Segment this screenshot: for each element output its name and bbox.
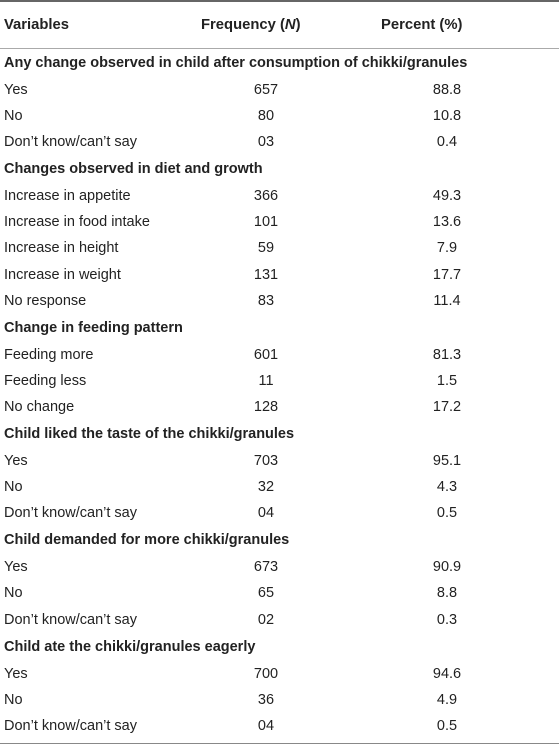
row-frequency: 83 <box>257 292 275 309</box>
row-percent: 94.6 <box>432 665 462 682</box>
row-frequency: 703 <box>253 453 279 470</box>
row-frequency: 32 <box>257 479 275 496</box>
table-row: Increase in food intake 101 13.6 <box>0 209 559 235</box>
row-percent: 0.4 <box>436 134 458 151</box>
row-label: Don’t know/can’t say <box>4 134 137 151</box>
section-header: Child ate the chikki/granules eagerly <box>0 633 559 661</box>
row-label: Yes <box>4 453 28 470</box>
row-frequency: 601 <box>253 346 279 363</box>
row-label: Don’t know/can’t say <box>4 717 137 734</box>
table-row: Yes 657 88.8 <box>0 77 559 103</box>
row-label: Don’t know/can’t say <box>4 611 137 628</box>
table-row: Increase in appetite 366 49.3 <box>0 183 559 209</box>
row-percent: 0.5 <box>436 505 458 522</box>
section-title: Changes observed in diet and growth <box>4 161 263 178</box>
header-percent: Percent (%) <box>381 17 463 33</box>
section-header: Changes observed in diet and growth <box>0 155 559 183</box>
row-label: Yes <box>4 82 28 98</box>
table-row: No 32 4.3 <box>0 474 559 500</box>
row-label: No <box>4 691 23 708</box>
row-percent: 4.3 <box>436 479 458 496</box>
table-row: No 80 10.8 <box>0 103 559 129</box>
row-frequency: 03 <box>257 134 275 151</box>
row-percent: 4.9 <box>436 691 458 708</box>
row-percent: 8.8 <box>436 585 458 602</box>
table-row: Feeding less 11 1.5 <box>0 368 559 394</box>
table-row: No 65 8.8 <box>0 580 559 606</box>
table-row: Don’t know/can’t say 04 0.5 <box>0 500 559 526</box>
header-frequency: Frequency (N) <box>201 17 301 33</box>
row-frequency: 04 <box>257 717 275 734</box>
row-percent: 17.2 <box>432 398 462 415</box>
row-label: Increase in weight <box>4 266 121 283</box>
row-label: No <box>4 479 23 496</box>
row-percent: 1.5 <box>436 372 458 389</box>
section-title: Change in feeding pattern <box>4 319 183 336</box>
table-row: No 36 4.9 <box>0 687 559 713</box>
table-row: Don’t know/can’t say 03 0.4 <box>0 129 559 155</box>
table-row: Increase in weight 131 17.7 <box>0 262 559 288</box>
row-frequency: 36 <box>257 691 275 708</box>
row-frequency: 366 <box>253 188 279 205</box>
table-body: Any change observed in child after consu… <box>0 49 559 739</box>
row-frequency: 11 <box>258 372 274 389</box>
row-percent: 7.9 <box>436 240 458 257</box>
row-frequency: 65 <box>257 585 275 602</box>
row-frequency: 80 <box>257 108 275 125</box>
row-percent: 95.1 <box>432 453 462 470</box>
row-percent: 17.7 <box>432 266 462 283</box>
row-label: Increase in appetite <box>4 188 131 205</box>
row-label: Feeding less <box>4 372 87 389</box>
header-variables: Variables <box>4 17 69 33</box>
table-row: Yes 673 90.9 <box>0 554 559 580</box>
row-frequency: 131 <box>253 266 279 283</box>
section-title: Child ate the chikki/granules eagerly <box>4 638 256 655</box>
row-percent: 88.8 <box>432 82 462 98</box>
row-frequency: 673 <box>253 559 279 576</box>
table-row: Feeding more 601 81.3 <box>0 342 559 368</box>
row-frequency: 700 <box>253 665 279 682</box>
row-frequency: 101 <box>253 214 279 231</box>
row-percent: 13.6 <box>432 214 462 231</box>
row-label: No <box>4 108 23 125</box>
row-percent: 11.4 <box>433 292 461 309</box>
row-frequency: 59 <box>257 240 275 257</box>
row-percent: 0.3 <box>436 611 458 628</box>
section-title: Child liked the taste of the chikki/gran… <box>4 426 295 443</box>
row-label: No change <box>4 398 75 415</box>
row-percent: 90.9 <box>432 559 462 576</box>
table-row: Increase in height 59 7.9 <box>0 235 559 261</box>
row-label: No <box>4 585 23 602</box>
row-frequency: 657 <box>253 82 279 98</box>
table-row: Yes 700 94.6 <box>0 661 559 687</box>
row-label: Feeding more <box>4 346 94 363</box>
bottom-rule <box>0 742 559 744</box>
row-percent: 10.8 <box>432 108 462 125</box>
table-row: No change 128 17.2 <box>0 394 559 420</box>
table-header: Variables Frequency (N) Percent (%) <box>0 2 559 49</box>
row-label: Don’t know/can’t say <box>4 505 137 522</box>
row-percent: 0.5 <box>436 717 458 734</box>
row-percent: 49.3 <box>432 188 462 205</box>
table-row: No response 83 11.4 <box>0 288 559 314</box>
row-frequency: 04 <box>257 505 275 522</box>
row-label: Yes <box>4 559 28 576</box>
table-row: Don’t know/can’t say 02 0.3 <box>0 607 559 633</box>
section-header: Change in feeding pattern <box>0 314 559 342</box>
section-header: Child demanded for more chikki/granules <box>0 526 559 554</box>
row-label: No response <box>4 292 87 309</box>
row-label: Yes <box>4 665 28 682</box>
row-label: Increase in height <box>4 240 119 257</box>
section-header: Child liked the taste of the chikki/gran… <box>0 420 559 448</box>
table-row: Don’t know/can’t say 04 0.5 <box>0 713 559 739</box>
table-row: Yes 703 95.1 <box>0 448 559 474</box>
section-title: Child demanded for more chikki/granules <box>4 532 290 549</box>
section-title: Any change observed in child after consu… <box>4 55 468 71</box>
row-frequency: 128 <box>253 398 279 415</box>
row-frequency: 02 <box>257 611 275 628</box>
row-percent: 81.3 <box>432 346 462 363</box>
section-header: Any change observed in child after consu… <box>0 49 559 77</box>
row-label: Increase in food intake <box>4 214 150 231</box>
